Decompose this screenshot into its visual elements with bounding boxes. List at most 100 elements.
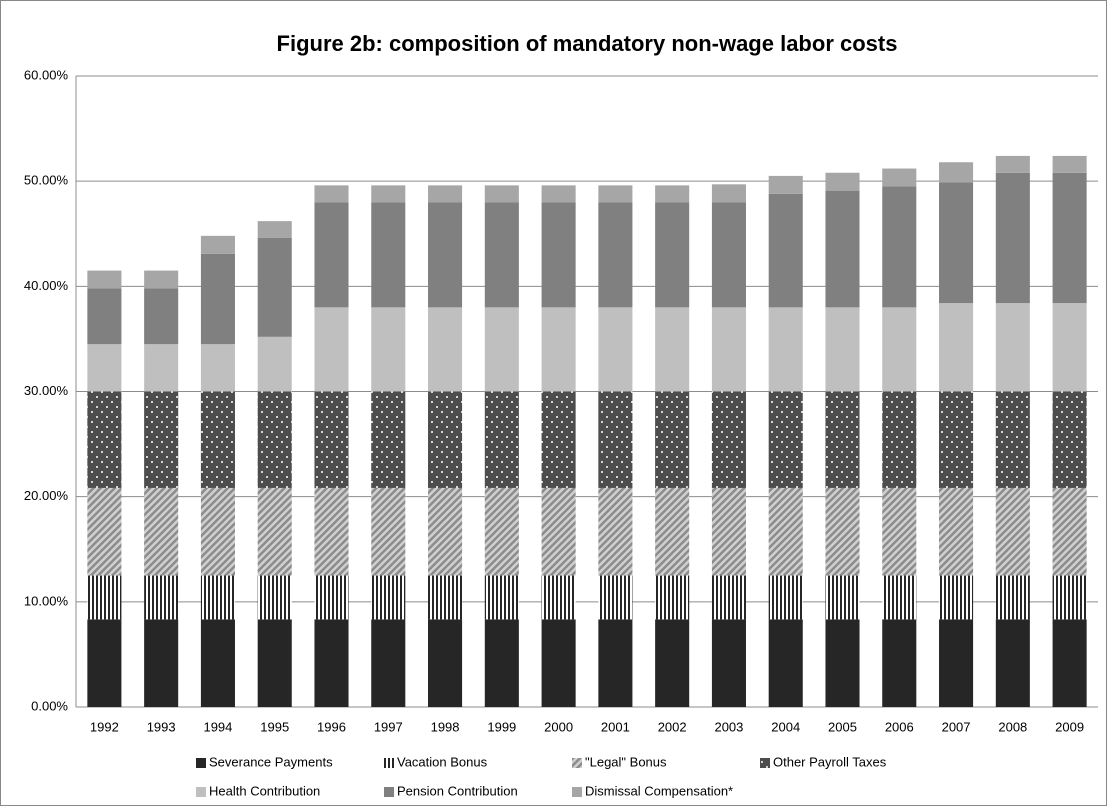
bar-segment xyxy=(484,202,519,308)
bar-segment xyxy=(598,575,633,620)
bar-segment xyxy=(939,162,974,183)
bar-segment xyxy=(371,391,406,488)
bar-segment xyxy=(200,344,235,392)
bar-segment xyxy=(939,391,974,488)
bar-segment xyxy=(939,487,974,576)
bar-segment xyxy=(768,487,803,576)
bar-segment xyxy=(939,619,974,707)
y-tick-label: 0.00% xyxy=(31,698,68,713)
bar-segment xyxy=(1052,391,1087,488)
bar-segment xyxy=(541,185,576,203)
bar-segment xyxy=(87,619,122,707)
bar-segment xyxy=(484,185,519,203)
bar-segment xyxy=(1052,619,1087,707)
bar-segment xyxy=(768,193,803,308)
bar-segment xyxy=(939,575,974,620)
x-tick-label: 2004 xyxy=(771,719,800,734)
bar-segment xyxy=(711,184,746,203)
bar-segment xyxy=(484,619,519,707)
bar-segment xyxy=(484,487,519,576)
bar-segment xyxy=(371,185,406,203)
legend-swatch xyxy=(196,787,206,797)
bar-segment xyxy=(200,487,235,576)
bar-segment xyxy=(257,221,292,238)
bar-segment xyxy=(825,307,860,392)
bar-segment xyxy=(598,202,633,308)
bar-segment xyxy=(428,487,463,576)
bar-segment xyxy=(541,202,576,308)
bar-segment xyxy=(484,307,519,392)
bar-segment xyxy=(995,487,1030,576)
legend-label: Pension Contribution xyxy=(397,783,518,798)
bar-segment xyxy=(825,575,860,620)
bar-segment xyxy=(939,303,974,392)
bar-segment xyxy=(428,202,463,308)
legend-label: Other Payroll Taxes xyxy=(773,754,887,769)
bar-segment xyxy=(257,619,292,707)
bar-segment xyxy=(428,185,463,203)
bar-segment xyxy=(711,575,746,620)
bar-segment xyxy=(87,344,122,392)
bar-segment xyxy=(768,575,803,620)
bar-segment xyxy=(995,619,1030,707)
legend-label: Health Contribution xyxy=(209,783,320,798)
bar-segment xyxy=(655,575,690,620)
bar-segment xyxy=(257,336,292,392)
bar-segment xyxy=(995,172,1030,304)
legend-label: Severance Payments xyxy=(209,754,333,769)
bar-segment xyxy=(655,202,690,308)
bar-segment xyxy=(541,575,576,620)
bar-segment xyxy=(371,619,406,707)
bar-segment xyxy=(768,175,803,194)
bar-segment xyxy=(598,487,633,576)
bar-segment xyxy=(371,307,406,392)
bar-segment xyxy=(200,575,235,620)
x-tick-label: 2001 xyxy=(601,719,630,734)
bar-segment xyxy=(1052,155,1087,173)
bar-segment xyxy=(882,307,917,392)
legend-swatch xyxy=(196,758,206,768)
bar-segment xyxy=(655,391,690,488)
bar-segment xyxy=(598,307,633,392)
legend-label: Dismissal Compensation* xyxy=(585,783,733,798)
x-tick-label: 1997 xyxy=(374,719,403,734)
bar-segment xyxy=(541,391,576,488)
legend-swatch xyxy=(572,758,582,768)
bar-segment xyxy=(541,487,576,576)
bar-segment xyxy=(144,391,179,488)
bar-segment xyxy=(655,185,690,203)
bar-segment xyxy=(314,185,349,203)
bar-segment xyxy=(314,202,349,308)
legend-label: Vacation Bonus xyxy=(397,754,488,769)
bar-segment xyxy=(711,307,746,392)
x-tick-label: 2000 xyxy=(544,719,573,734)
bar-segment xyxy=(428,307,463,392)
bar-segment xyxy=(144,619,179,707)
bar-segment xyxy=(541,307,576,392)
bar-segment xyxy=(144,270,179,289)
bar-segment xyxy=(768,619,803,707)
x-tick-label: 2003 xyxy=(714,719,743,734)
y-tick-label: 10.00% xyxy=(24,593,69,608)
bar-segment xyxy=(882,168,917,187)
bar-segment xyxy=(144,288,179,345)
bar-segment xyxy=(371,575,406,620)
bar-segment xyxy=(484,575,519,620)
bar-segment xyxy=(144,487,179,576)
bar-segment xyxy=(484,391,519,488)
bar-segment xyxy=(87,270,122,289)
x-tick-label: 1996 xyxy=(317,719,346,734)
bar-segment xyxy=(144,575,179,620)
bar-segment xyxy=(768,391,803,488)
bar-segment xyxy=(87,288,122,345)
bar-segment xyxy=(428,575,463,620)
bar-segment xyxy=(314,391,349,488)
bar-segment xyxy=(655,307,690,392)
bar-segment xyxy=(314,307,349,392)
bar-segment xyxy=(428,391,463,488)
bar-segment xyxy=(314,575,349,620)
y-tick-label: 20.00% xyxy=(24,488,69,503)
x-tick-label: 1993 xyxy=(147,719,176,734)
bar-segment xyxy=(711,391,746,488)
bar-segment xyxy=(1052,487,1087,576)
